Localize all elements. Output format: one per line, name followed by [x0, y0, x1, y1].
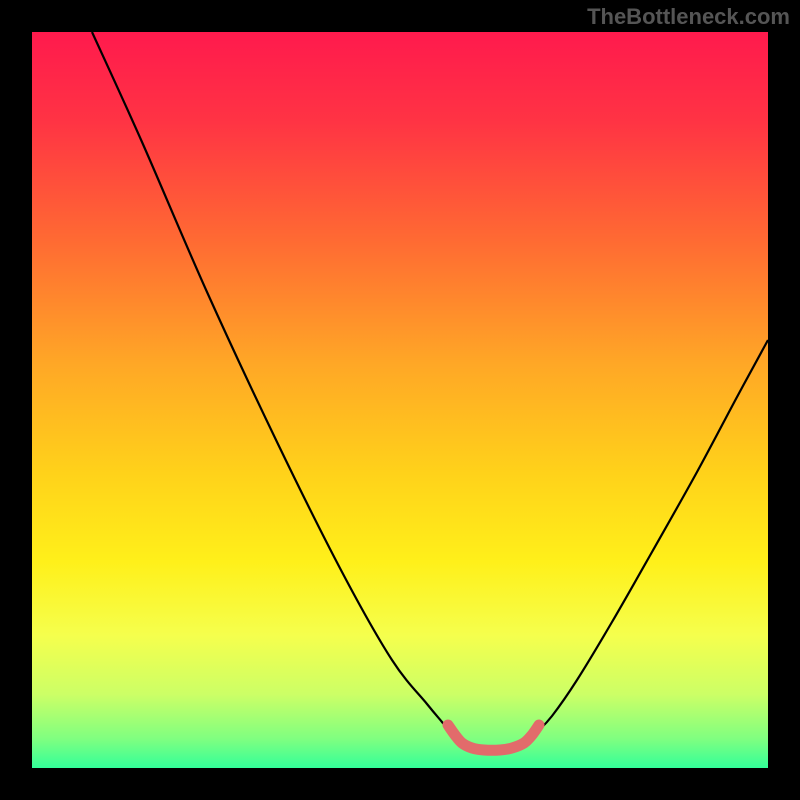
bottleneck-v-curve [92, 32, 768, 750]
curve-layer [32, 32, 768, 768]
curve-minimum-accent [448, 725, 539, 750]
plot-area [32, 32, 768, 768]
chart-container: TheBottleneck.com [0, 0, 800, 800]
watermark-text: TheBottleneck.com [587, 4, 790, 30]
